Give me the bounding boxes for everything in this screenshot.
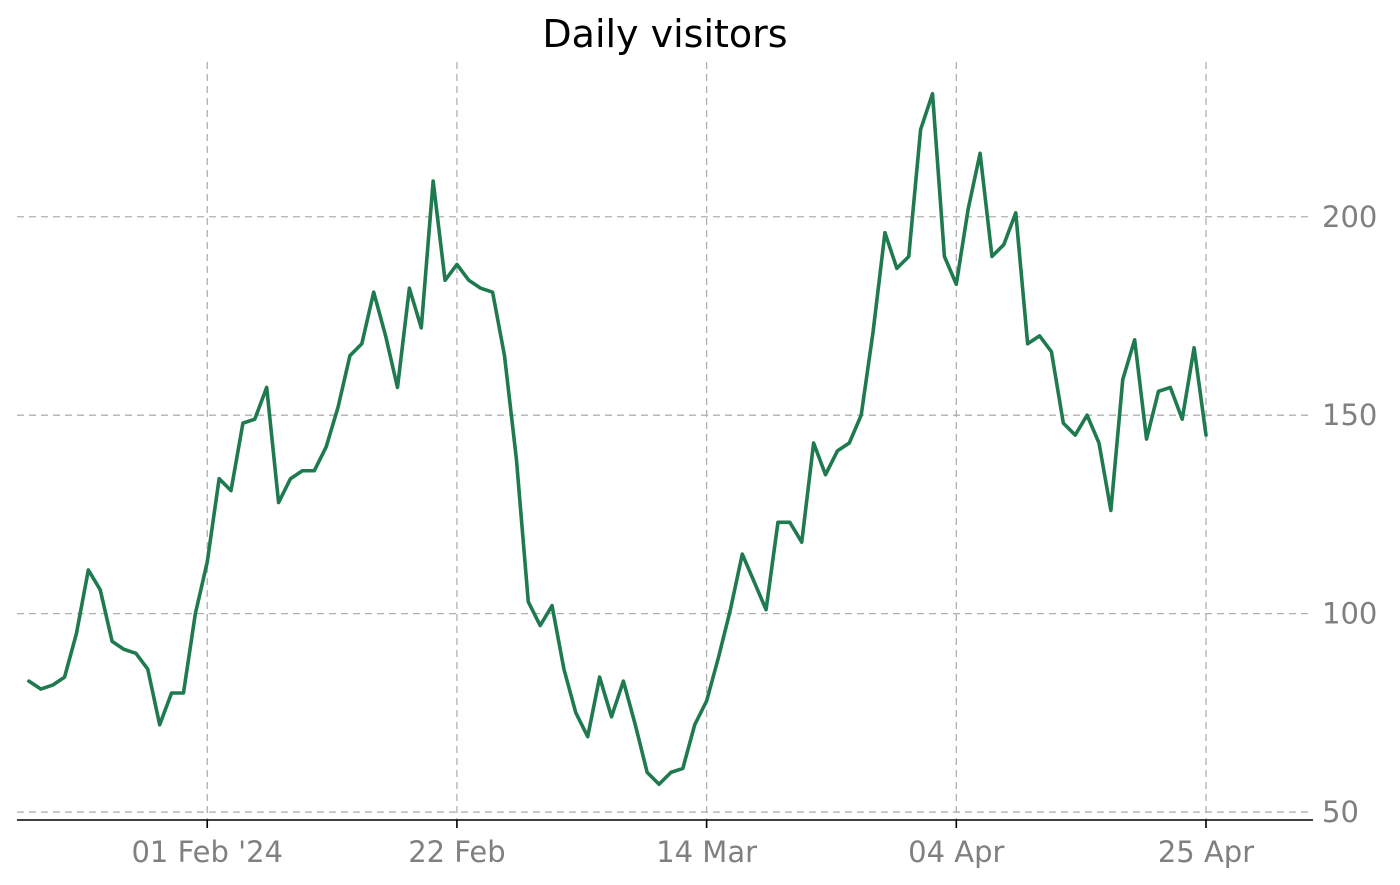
x-tick-label: 25 Apr [1158, 835, 1254, 869]
x-tick-label: 22 Feb [408, 835, 505, 869]
y-tick-label: 50 [1322, 795, 1359, 829]
y-tick-label: 100 [1322, 597, 1377, 631]
chart-title: Daily visitors [542, 12, 787, 56]
series-lines [27, 91, 1208, 787]
x-tick-label: 14 Mar [656, 835, 757, 869]
series-line [27, 91, 1208, 787]
y-tick-label: 150 [1322, 398, 1377, 432]
y-tick-label: 200 [1322, 200, 1377, 234]
x-tick-label: 04 Apr [908, 835, 1004, 869]
axes [17, 819, 1313, 828]
gridlines [17, 62, 1313, 820]
tick-labels: 01 Feb '24 22 Feb 14 Mar 04 Apr 25 Apr 50 100 1… [131, 200, 1377, 869]
x-tick-label: 01 Feb '24 [131, 835, 283, 869]
